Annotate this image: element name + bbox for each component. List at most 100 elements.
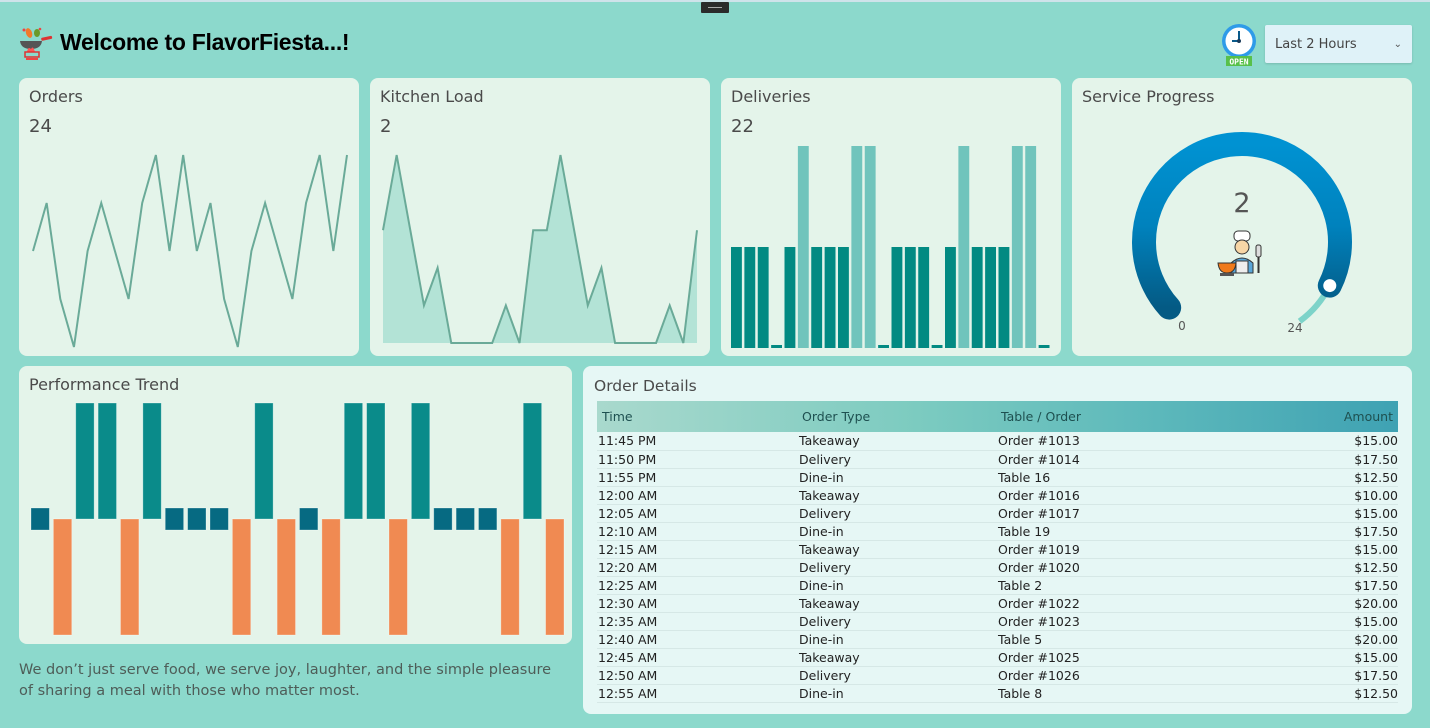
deliveries-bar (851, 146, 863, 348)
gauge-min-label: 0 (1178, 319, 1186, 333)
table-row[interactable]: 11:45 PM Takeaway Order #1013 $15.00 (597, 432, 1398, 451)
cell-order-type: Delivery (797, 612, 996, 631)
cell-table-order: Table 8 (996, 684, 1196, 703)
table-row[interactable]: 11:50 PM Delivery Order #1014 $17.50 (597, 450, 1398, 469)
cell-time: 12:55 AM (597, 684, 797, 703)
loss-bar (545, 518, 565, 636)
cell-time: 12:35 AM (597, 612, 797, 631)
cell-table-order: Order #1017 (996, 504, 1196, 523)
deliveries-bar (864, 146, 876, 348)
table-row[interactable]: 12:00 AM Takeaway Order #1016 $10.00 (597, 486, 1398, 505)
cell-table-order: Order #1025 (996, 648, 1196, 667)
win-bar (97, 402, 117, 520)
cell-amount: $20.00 (1196, 594, 1398, 613)
deliveries-bar (945, 247, 956, 348)
cell-time: 11:50 PM (597, 450, 797, 469)
cell-order-type: Delivery (797, 558, 996, 577)
table-row[interactable]: 12:45 AM Takeaway Order #1025 $15.00 (597, 648, 1398, 667)
table-row[interactable]: 12:55 AM Dine-in Table 8 $12.50 (597, 684, 1398, 703)
neutral-bar (433, 507, 453, 531)
cell-table-order: Order #1013 (996, 432, 1196, 451)
cell-table-order: Table 16 (996, 468, 1196, 487)
time-range-dropdown[interactable]: Last 2 Hours ⌄ (1265, 25, 1412, 63)
table-row[interactable]: 11:55 PM Dine-in Table 16 $12.50 (597, 468, 1398, 487)
cell-table-order: Order #1026 (996, 666, 1196, 685)
cell-order-type: Dine-in (797, 576, 996, 595)
service-gauge: 2 0 24 (1132, 132, 1352, 335)
cell-order-type: Dine-in (797, 522, 996, 541)
cell-order-type: Delivery (797, 504, 996, 523)
deliveries-bar (985, 247, 996, 348)
neutral-bar (299, 507, 319, 531)
deliveries-bar (838, 247, 849, 348)
chef-icon (1217, 230, 1262, 276)
deliveries-bar (731, 247, 742, 348)
performance-winloss-chart (30, 402, 565, 636)
neutral-bar (478, 507, 498, 531)
cell-time: 12:15 AM (597, 540, 797, 559)
performance-title: Performance Trend (29, 375, 180, 394)
cell-table-order: Order #1022 (996, 594, 1196, 613)
open-badge: OPEN (1229, 58, 1248, 67)
win-bar (410, 402, 431, 520)
kitchen-title: Kitchen Load (380, 87, 484, 106)
cell-order-type: Takeaway (797, 486, 996, 505)
win-bar (343, 402, 364, 520)
cell-order-type: Delivery (797, 450, 996, 469)
gauge-handle (1323, 279, 1337, 293)
win-bar (254, 402, 274, 520)
deliveries-bar (1038, 345, 1050, 348)
neutral-bar (187, 507, 207, 531)
chevron-down-icon: ⌄ (1393, 38, 1402, 50)
orders-value: 24 (29, 116, 52, 137)
window-top-border (0, 0, 1430, 2)
table-row[interactable]: 12:30 AM Takeaway Order #1022 $20.00 (597, 594, 1398, 613)
kitchen-line (382, 154, 698, 344)
deliveries-bar (797, 146, 809, 348)
deliveries-bar (904, 247, 916, 348)
service-progress-card: Service Progress 2 0 24 (1072, 78, 1412, 356)
deliveries-bar (998, 247, 1010, 348)
kitchen-load-card: Kitchen Load 2 (370, 78, 710, 356)
deliveries-bar (931, 345, 943, 348)
loss-bar (231, 518, 252, 636)
deliveries-card: Deliveries 22 (721, 78, 1061, 356)
cell-amount: $15.00 (1196, 648, 1398, 667)
table-row[interactable]: 12:35 AM Delivery Order #1023 $15.00 (597, 612, 1398, 631)
column-header-order-type[interactable]: Order Type (802, 409, 871, 424)
orders-sparkline (32, 154, 348, 348)
cell-order-type: Dine-in (797, 684, 996, 703)
cell-amount: $15.00 (1196, 612, 1398, 631)
table-row[interactable]: 12:10 AM Dine-in Table 19 $17.50 (597, 522, 1398, 541)
cell-order-type: Takeaway (797, 540, 996, 559)
deliveries-bar-chart (731, 146, 1050, 348)
deliveries-title: Deliveries (731, 87, 811, 106)
cell-order-type: Takeaway (797, 594, 996, 613)
deliveries-bar (744, 247, 756, 348)
column-header-amount[interactable]: Amount (1343, 409, 1393, 424)
table-row[interactable]: 12:25 AM Dine-in Table 2 $17.50 (597, 576, 1398, 595)
performance-trend-card: Performance Trend (19, 366, 572, 644)
column-header-time[interactable]: Time (602, 409, 633, 424)
table-row[interactable]: 12:15 AM Takeaway Order #1019 $15.00 (597, 540, 1398, 559)
table-row[interactable]: 12:05 AM Delivery Order #1017 $15.00 (597, 504, 1398, 523)
win-bar (75, 402, 95, 520)
cell-table-order: Table 2 (996, 576, 1196, 595)
deliveries-bar (771, 345, 782, 348)
drag-handle[interactable] (701, 2, 729, 13)
loss-bar (276, 518, 296, 636)
table-row[interactable]: 12:40 AM Dine-in Table 5 $20.00 (597, 630, 1398, 649)
neutral-bar (164, 507, 185, 531)
neutral-bar (30, 507, 50, 531)
neutral-bar (455, 507, 475, 531)
table-row[interactable]: 12:20 AM Delivery Order #1020 $12.50 (597, 558, 1398, 577)
deliveries-bar (1025, 146, 1037, 348)
cell-time: 12:25 AM (597, 576, 797, 595)
column-header-table-order[interactable]: Table / Order (1001, 409, 1082, 424)
cell-time: 12:05 AM (597, 504, 797, 523)
table-row[interactable]: 12:50 AM Delivery Order #1026 $17.50 (597, 666, 1398, 685)
loss-bar (388, 518, 408, 636)
cooking-pan-icon (20, 27, 53, 60)
orders-card: Orders 24 (19, 78, 359, 356)
gauge-max-label: 24 (1287, 321, 1302, 335)
